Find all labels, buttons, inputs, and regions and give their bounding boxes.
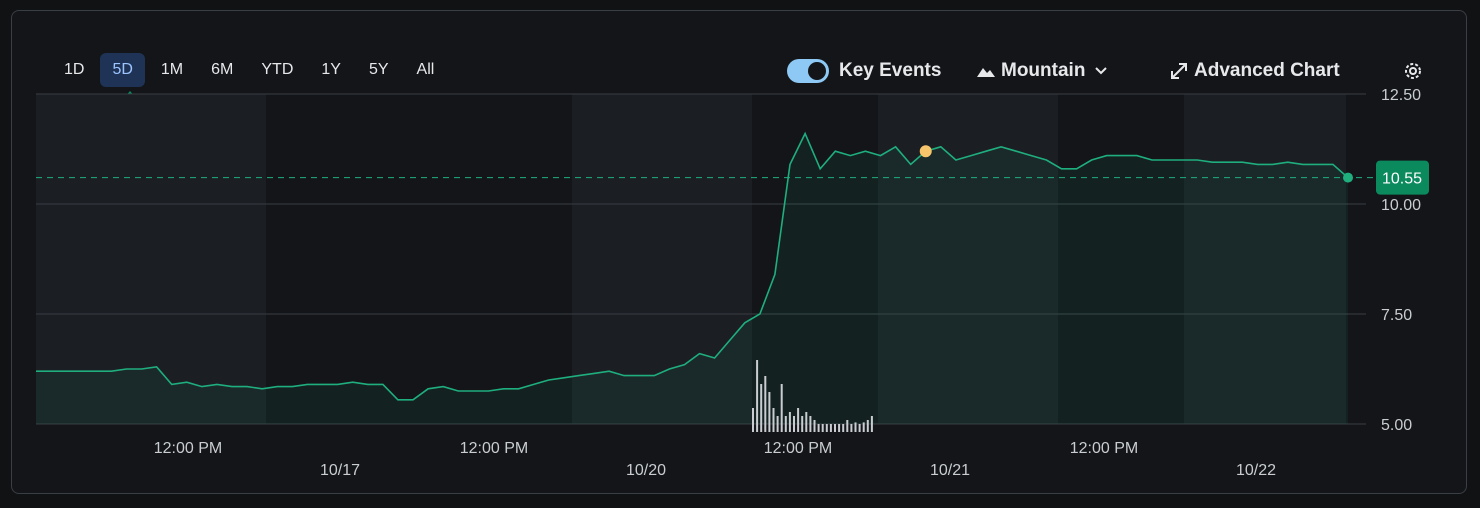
range-tab-all[interactable]: All [416,61,435,78]
gear-icon [1405,63,1421,79]
range-tab-1m[interactable]: 1M [160,61,184,78]
chart-type-label: Mountain [1001,60,1086,81]
range-tab-5y[interactable]: 5Y [368,61,389,78]
change-badge: 93.06% [92,91,168,128]
range-tabs: 1D 5D 1M 6M YTD 1Y 5Y All [52,53,450,87]
range-tab-5d[interactable]: 5D [100,53,145,87]
range-tab-6m[interactable]: 6M [211,61,234,78]
chevron-down-icon [1095,67,1108,75]
key-events-label: Key Events [839,60,942,81]
range-tab-1d[interactable]: 1D [64,61,85,78]
advanced-chart-button[interactable]: Advanced Chart [1170,55,1340,87]
advanced-chart-label: Advanced Chart [1194,60,1340,81]
key-events-toggle-group[interactable]: Key Events [787,55,941,87]
settings-button[interactable] [1402,55,1424,87]
key-events-toggle[interactable] [787,59,829,83]
chart-panel: 1D 5D 1M 6M YTD 1Y 5Y All 93.06% Key Events Mou… [11,10,1467,494]
mountain-icon [977,65,995,77]
expand-icon [1170,62,1188,80]
range-tab-ytd[interactable]: YTD [261,61,294,78]
range-tab-1y[interactable]: 1Y [321,61,341,78]
chart-type-dropdown[interactable]: Mountain [977,55,1113,87]
